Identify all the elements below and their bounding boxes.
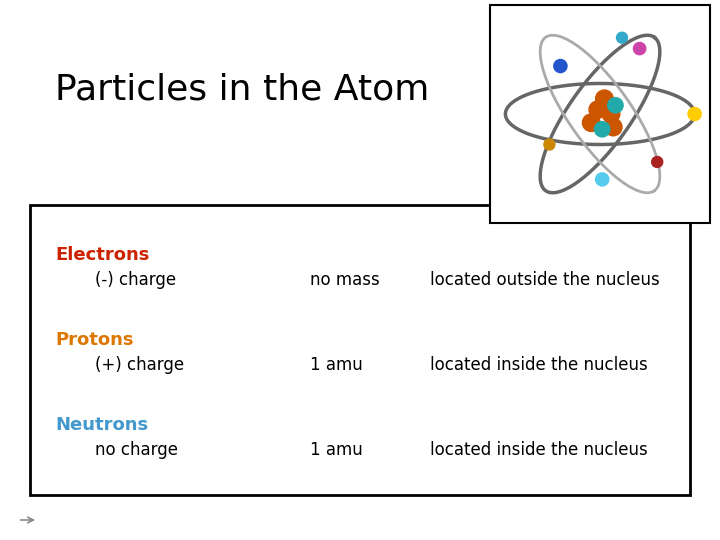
Circle shape <box>688 107 701 120</box>
Circle shape <box>544 139 555 150</box>
Circle shape <box>589 101 606 118</box>
Text: Particles in the Atom: Particles in the Atom <box>55 73 429 107</box>
Circle shape <box>554 59 567 72</box>
Text: Neutrons: Neutrons <box>55 416 148 434</box>
Circle shape <box>582 114 600 131</box>
Circle shape <box>608 98 623 113</box>
Circle shape <box>652 157 662 167</box>
Text: Protons: Protons <box>55 331 133 349</box>
Text: no mass: no mass <box>310 271 379 289</box>
Text: located outside the nucleus: located outside the nucleus <box>430 271 660 289</box>
Circle shape <box>595 90 613 107</box>
Circle shape <box>595 173 609 186</box>
Text: Electrons: Electrons <box>55 246 149 264</box>
Circle shape <box>604 118 622 136</box>
Circle shape <box>602 105 620 123</box>
Text: no charge: no charge <box>95 441 178 459</box>
Text: located inside the nucleus: located inside the nucleus <box>430 441 648 459</box>
Text: located inside the nucleus: located inside the nucleus <box>430 356 648 374</box>
Text: (+) charge: (+) charge <box>95 356 184 374</box>
Text: (-) charge: (-) charge <box>95 271 176 289</box>
Circle shape <box>595 122 610 137</box>
Text: 1 amu: 1 amu <box>310 441 363 459</box>
Text: 1 amu: 1 amu <box>310 356 363 374</box>
Bar <box>490 5 710 223</box>
Circle shape <box>634 43 646 55</box>
Bar <box>30 205 690 495</box>
Circle shape <box>616 32 628 43</box>
